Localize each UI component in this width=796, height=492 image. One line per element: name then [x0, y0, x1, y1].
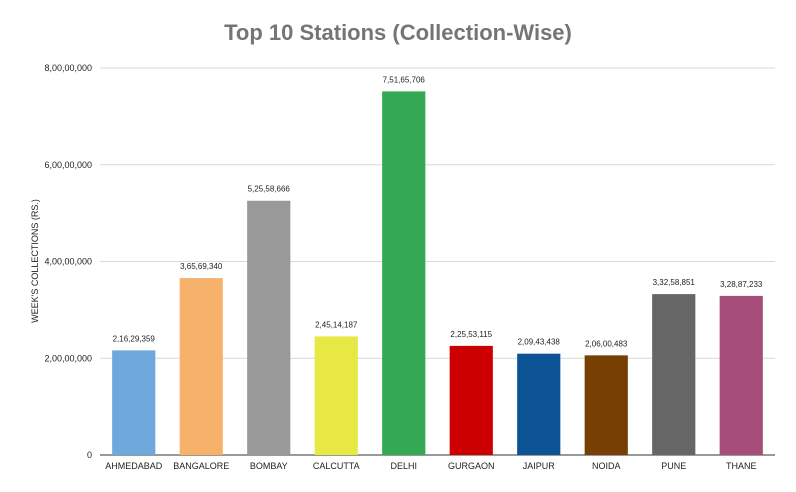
category-label: BANGALORE	[173, 461, 229, 471]
bar-thane	[719, 295, 763, 455]
category-label: NOIDA	[592, 461, 621, 471]
bar-jaipur	[517, 353, 561, 455]
y-tick-label: 6,00,00,000	[44, 160, 92, 170]
category-label: JAIPUR	[523, 461, 556, 471]
value-label: 3,65,69,340	[180, 262, 223, 271]
category-label: DELHI	[390, 461, 417, 471]
value-label: 7,51,65,706	[383, 75, 426, 84]
value-label: 2,06,00,483	[585, 339, 628, 348]
bar-bangalore	[179, 278, 223, 455]
category-label: AHMEDABAD	[105, 461, 163, 471]
y-tick-label: 4,00,00,000	[44, 257, 92, 267]
chart-title: Top 10 Stations (Collection-Wise)	[224, 20, 572, 45]
bars	[112, 91, 763, 455]
category-label: CALCUTTA	[313, 461, 360, 471]
value-label: 2,09,43,438	[518, 338, 561, 347]
value-label: 5,25,58,666	[248, 185, 291, 194]
y-tick-label: 0	[87, 450, 92, 460]
category-label: PUNE	[661, 461, 686, 471]
category-label: THANE	[726, 461, 757, 471]
bar-ahmedabad	[112, 350, 156, 455]
x-axis-category-labels: AHMEDABAD BANGALORE BOMBAY CALCUTTA DELHI GUR…	[105, 461, 756, 471]
y-axis-title: WEEK'S COLLECTIONS (RS.)	[30, 199, 40, 323]
value-label: 3,28,87,233	[720, 280, 763, 289]
category-label: BOMBAY	[250, 461, 288, 471]
y-tick-label: 2,00,00,000	[44, 353, 92, 363]
value-label: 3,32,58,851	[653, 278, 696, 287]
value-label: 2,16,29,359	[113, 334, 156, 343]
bar-pune	[652, 294, 696, 455]
bar-calcutta	[314, 336, 358, 455]
bar-bombay	[247, 200, 291, 455]
bar-delhi	[382, 91, 426, 455]
bar-gurgaon	[449, 345, 493, 455]
value-labels: 2,16,29,359 3,65,69,340 5,25,58,666 2,45,14…	[113, 75, 763, 348]
y-tick-label: 8,00,00,000	[44, 63, 92, 73]
bar-noida	[584, 355, 628, 455]
value-label: 2,45,14,187	[315, 320, 358, 329]
value-label: 2,25,53,115	[450, 330, 492, 339]
category-label: GURGAON	[448, 461, 495, 471]
y-axis-tick-labels: 0 2,00,00,000 4,00,00,000 6,00,00,000 8,00,0…	[44, 63, 92, 460]
